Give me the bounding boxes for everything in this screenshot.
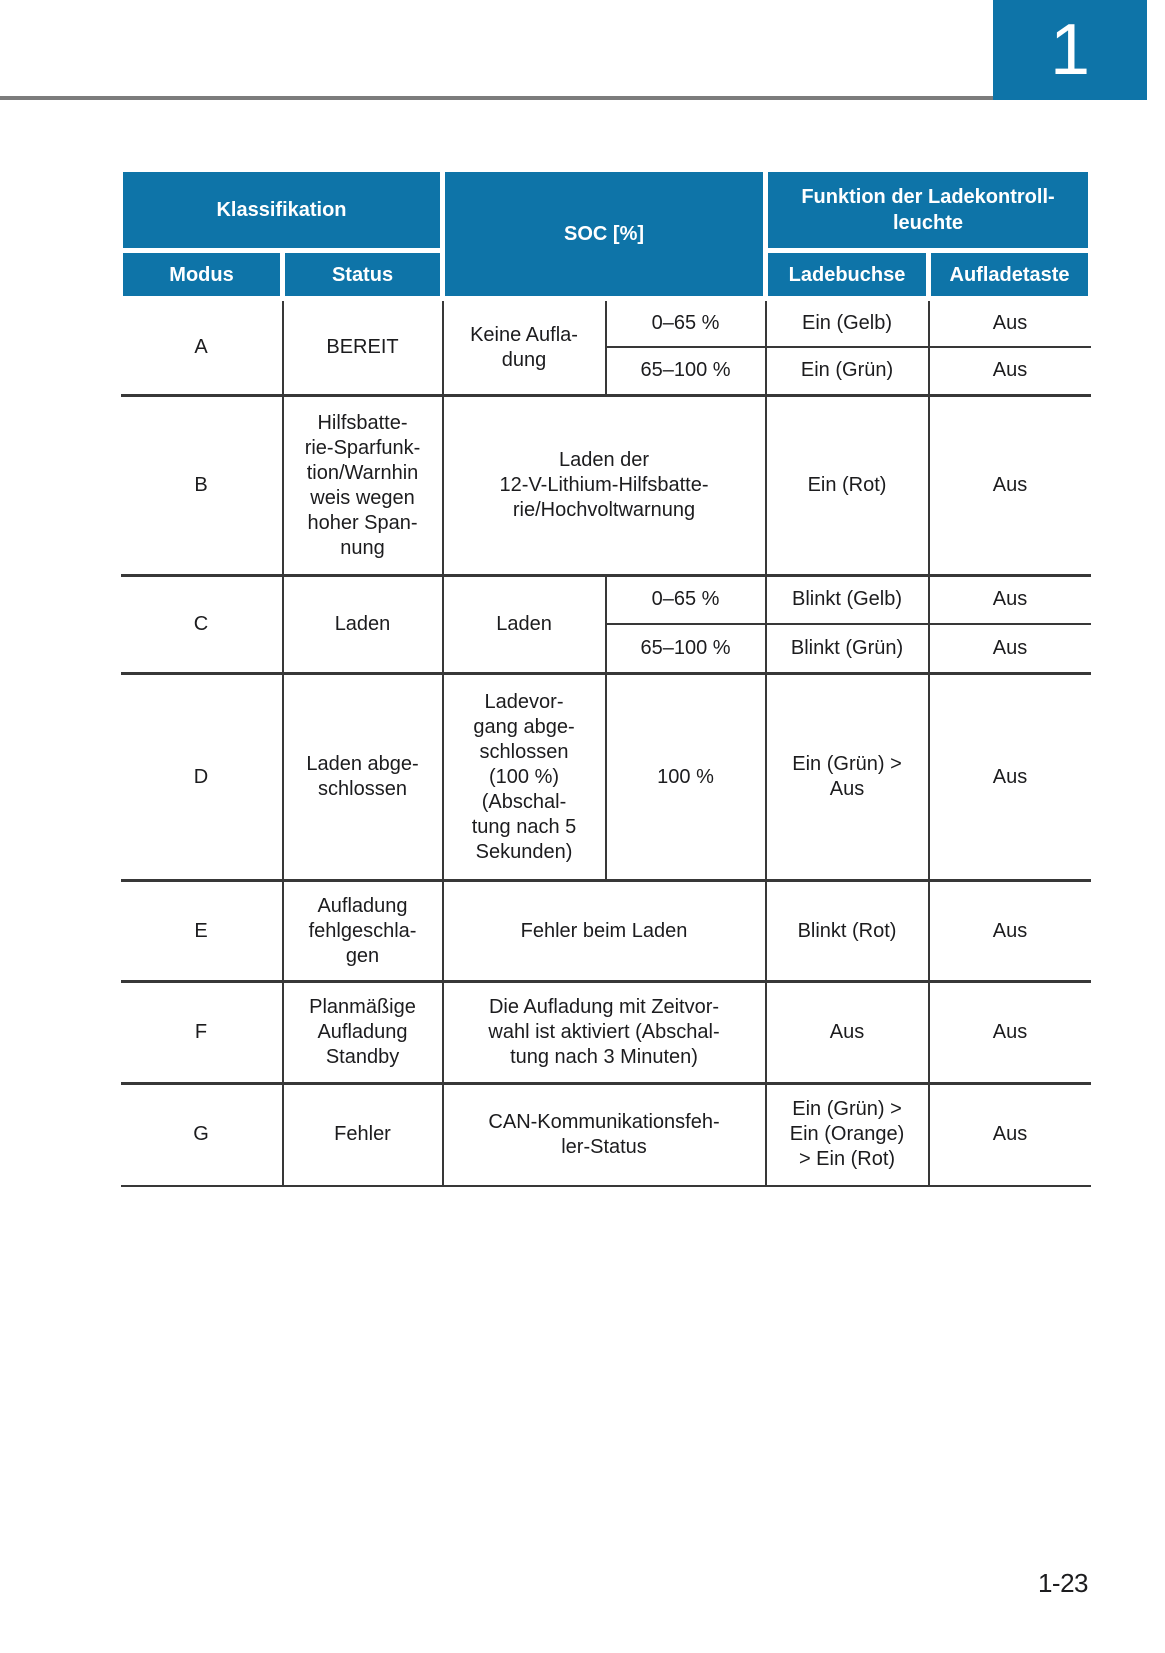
row-e-ladebuchse-cell: Blinkt (Rot) xyxy=(764,879,930,982)
row-a-ladebuchse-1-cell: Ein (Gelb) xyxy=(764,298,930,347)
row-c-soc-range-2-cell: 65–100 % xyxy=(604,622,767,674)
table-body: A BEREIT Keine Aufla- dung 0–65 % Ein (G… xyxy=(120,298,1091,1187)
table-row: F Planmäßige Aufladung Standby Die Aufla… xyxy=(120,980,1091,1084)
table-row: D Laden abge- schlossen Ladevor- gang ab… xyxy=(120,672,1091,881)
row-d-soc-value-cell: 100 % xyxy=(604,672,767,881)
table-row: 65–100 % Ein (Grün) Aus xyxy=(121,345,1091,396)
row-f-ladebuchse-cell: Aus xyxy=(764,980,930,1084)
table-row: E Aufladung fehlgeschla- gen Fehler beim… xyxy=(120,879,1091,982)
row-g-ladebuchse-cell: Ein (Grün) > Ein (Orange) > Ein (Rot) xyxy=(764,1082,930,1187)
row-d-soc-label-cell: Ladevor- gang abge- schlossen (100 %) (A… xyxy=(441,672,607,881)
table-row: 65–100 % Blinkt (Grün) Aus xyxy=(121,622,1091,674)
row-b-aufladetaste-cell: Aus xyxy=(927,394,1091,576)
row-c-soc-range-1-cell: 0–65 % xyxy=(604,574,767,624)
row-d-aufladetaste-cell: Aus xyxy=(927,672,1091,881)
row-a-ladebuchse-2-cell: Ein (Grün) xyxy=(764,345,930,396)
row-e-aufladetaste-cell: Aus xyxy=(927,879,1091,982)
row-c-ladebuchse-2-cell: Blinkt (Grün) xyxy=(764,622,930,674)
table-row: A BEREIT Keine Aufla- dung 0–65 % Ein (G… xyxy=(120,298,1091,396)
header-status: Status xyxy=(279,248,446,301)
header-klassifikation: Klassifikation xyxy=(117,167,446,253)
chapter-number-tab: 1 xyxy=(993,0,1147,100)
row-d-ladebuchse-cell: Ein (Grün) > Aus xyxy=(764,672,930,881)
row-d-modus-cell: D xyxy=(120,672,284,881)
row-c-ladebuchse-1-cell: Blinkt (Gelb) xyxy=(764,574,930,624)
row-g-aufladetaste-cell: Aus xyxy=(927,1082,1091,1187)
header-aufladetaste: Aufladetaste xyxy=(926,248,1094,301)
row-b-status-cell: Hilfsbatte- rie-Sparfunk- tion/Warnhin w… xyxy=(281,394,444,576)
row-a-modus-cell: A xyxy=(120,298,284,396)
page-number: 1-23 xyxy=(1037,1568,1089,1598)
table-row: G Fehler CAN-Kommunikationsfeh- ler-Stat… xyxy=(120,1082,1091,1187)
row-a-aufladetaste-1-cell: Aus xyxy=(927,298,1091,347)
table-header: Klassifikation SOC [%] Funktion der Lade… xyxy=(117,167,1094,301)
row-e-status-cell: Aufladung fehlgeschla- gen xyxy=(281,879,444,982)
charge-status-table: Klassifikation SOC [%] Funktion der Lade… xyxy=(117,167,1094,1187)
row-b-soc-cell: Laden der 12-V-Lithium-Hilfsbatte- rie/H… xyxy=(441,394,767,576)
row-f-aufladetaste-cell: Aus xyxy=(927,980,1091,1084)
chapter-number: 1 xyxy=(1049,10,1091,90)
row-f-status-cell: Planmäßige Aufladung Standby xyxy=(281,980,444,1084)
header-soc: SOC [%] xyxy=(440,167,769,301)
row-f-soc-cell: Die Aufladung mit Zeitvor- wahl ist akti… xyxy=(441,980,767,1084)
row-b-modus-cell: B xyxy=(120,394,284,576)
row-g-status-cell: Fehler xyxy=(281,1082,444,1187)
row-b-ladebuchse-cell: Ein (Rot) xyxy=(764,394,930,576)
row-f-modus-cell: F xyxy=(120,980,284,1084)
row-a-soc-label-cell: Keine Aufla- dung xyxy=(441,298,607,396)
row-c-aufladetaste-2-cell: Aus xyxy=(927,622,1091,674)
row-c-modus-cell: C xyxy=(120,574,284,674)
row-e-soc-cell: Fehler beim Laden xyxy=(441,879,767,982)
row-d-status-cell: Laden abge- schlossen xyxy=(281,672,444,881)
row-a-soc-range-2-cell: 65–100 % xyxy=(604,345,767,396)
header-divider-rule xyxy=(0,96,993,100)
row-a-status-cell: BEREIT xyxy=(281,298,444,396)
row-c-aufladetaste-1-cell: Aus xyxy=(927,574,1091,624)
table-row: C Laden Laden 0–65 % Blinkt (Gelb) Aus xyxy=(120,574,1091,674)
row-e-modus-cell: E xyxy=(120,879,284,982)
header-ladebuchse: Ladebuchse xyxy=(763,248,932,301)
row-c-soc-label-cell: Laden xyxy=(441,574,607,674)
row-a-soc-range-1-cell: 0–65 % xyxy=(604,298,767,347)
header-funktion-ladekontrollleuchte: Funktion der Ladekontroll- leuchte xyxy=(763,167,1094,253)
table-row: B Hilfsbatte- rie-Sparfunk- tion/Warnhin… xyxy=(120,394,1091,576)
row-g-soc-cell: CAN-Kommunikationsfeh- ler-Status xyxy=(441,1082,767,1187)
row-g-modus-cell: G xyxy=(120,1082,284,1187)
row-c-status-cell: Laden xyxy=(281,574,444,674)
row-a-aufladetaste-2-cell: Aus xyxy=(927,345,1091,396)
header-modus: Modus xyxy=(118,248,285,301)
